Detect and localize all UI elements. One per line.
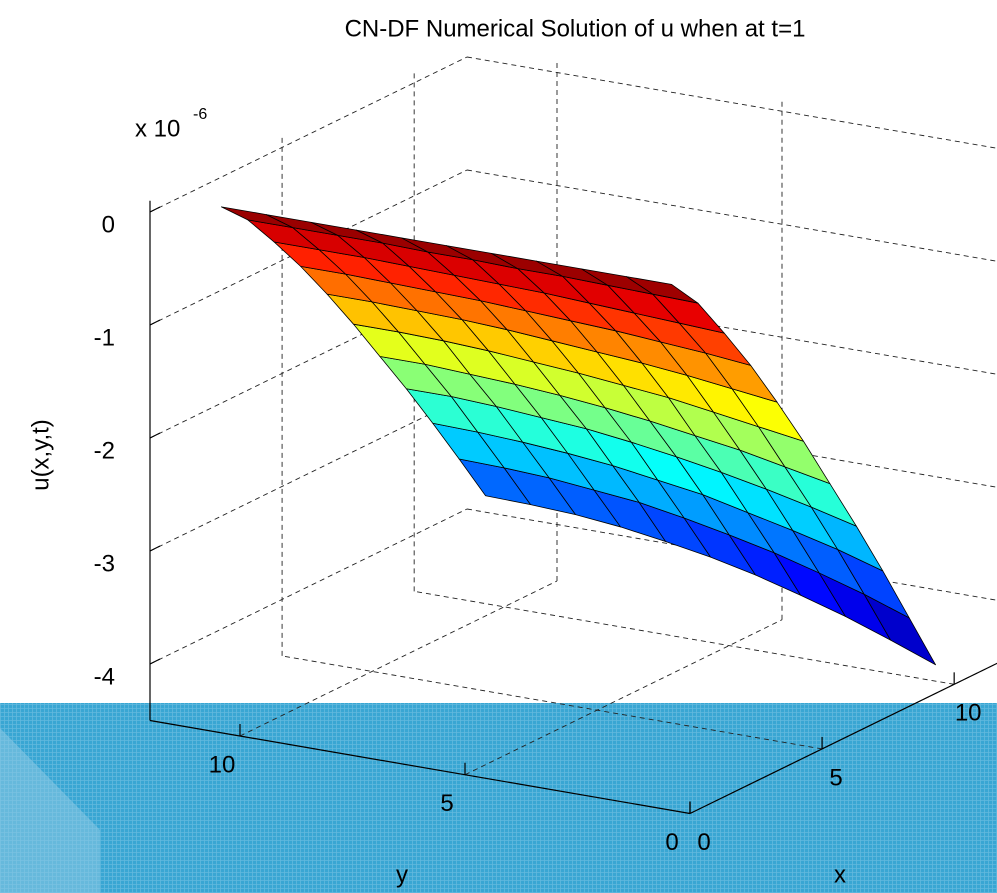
grid-line (464, 619, 783, 776)
grid-line (239, 580, 558, 737)
x-tick-label: 10 (955, 700, 982, 727)
grid-line (149, 282, 468, 439)
grid-line (149, 395, 468, 552)
x-tick-label: 0 (697, 829, 710, 856)
surface-patch (626, 276, 699, 304)
z-tick-label: -1 (94, 324, 115, 351)
z-axis-label: u(x,y,t) (27, 419, 54, 491)
y-tick-label: 5 (440, 790, 453, 817)
z-tick-label: -4 (94, 663, 115, 690)
z-tick (149, 658, 161, 665)
y-axis-label: y (396, 861, 408, 888)
y-tick-label: 0 (665, 829, 678, 856)
x-tick-label: 5 (829, 764, 842, 791)
z-tick-label: -2 (94, 437, 115, 464)
grid-line (149, 169, 468, 326)
z-tick-label: -3 (94, 550, 115, 577)
grid-line (282, 655, 823, 750)
z-multiplier-exponent: -6 (193, 106, 207, 123)
grid-line (149, 56, 468, 213)
y-tick-label: 10 (209, 751, 236, 778)
slide-background (0, 703, 997, 893)
grid-line (414, 590, 955, 685)
z-tick (149, 432, 161, 439)
grid-line (466, 169, 997, 262)
z-tick-label: 0 (102, 211, 115, 238)
x-axis-label: x (834, 861, 846, 888)
z-tick (149, 206, 161, 213)
slide-decoration (0, 728, 100, 893)
grid-line (149, 508, 468, 665)
z-multiplier-base: x 10 (135, 115, 180, 142)
z-tick (149, 319, 161, 326)
z-tick (149, 545, 161, 552)
chart-title: CN-DF Numerical Solution of u when at t=… (345, 15, 806, 42)
